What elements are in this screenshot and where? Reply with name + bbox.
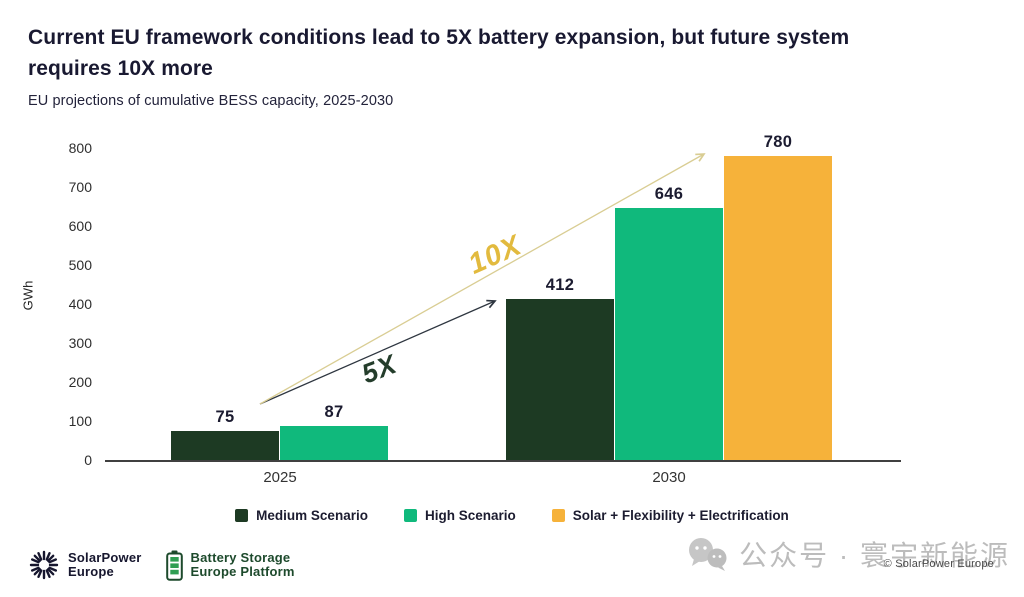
- legend-item-solar-flexibility-electrification: Solar + Flexibility + Electrification: [551, 508, 789, 523]
- legend-label: High Scenario: [424, 508, 516, 523]
- legend-swatch: [235, 509, 249, 522]
- y-tick-200: 200: [68, 374, 92, 390]
- y-axis-ticks: 0 100 200 300 400 500 600 700 800: [40, 0, 92, 480]
- annotation-10x: 10X: [463, 229, 527, 281]
- bar-2030-high-scenario: [615, 208, 723, 460]
- battery-icon: [165, 550, 183, 581]
- bar-value-label: 75: [215, 408, 235, 426]
- legend-swatch: [403, 509, 417, 522]
- y-tick-400: 400: [68, 296, 92, 312]
- solarpower-europe-logo: SolarPower Europe: [28, 549, 142, 581]
- legend-item-high-scenario: High Scenario: [403, 508, 516, 523]
- bar-2030-solar-flexibility-electrification: [724, 156, 832, 460]
- wechat-icon: [689, 538, 727, 571]
- wechat-watermark: 公众号 · 寰宇新能源: [687, 534, 1010, 574]
- legend-swatch: [551, 509, 565, 522]
- y-tick-800: 800: [68, 140, 92, 156]
- bar-2030-medium-scenario: [506, 299, 614, 460]
- watermark-text: 公众号 · 寰宇新能源: [739, 540, 1010, 571]
- battery-storage-platform-logo-text: Battery Storage Europe Platform: [190, 549, 295, 579]
- page-subtitle: EU projections of cumulative BESS capaci…: [28, 93, 394, 109]
- x-axis-line: [105, 460, 901, 462]
- y-tick-700: 700: [68, 179, 92, 195]
- copyright-text: © SolarPower Europe: [883, 558, 994, 570]
- y-tick-100: 100: [68, 413, 92, 429]
- legend: Medium Scenario High Scenario Solar + Flex…: [0, 508, 1024, 523]
- solarpower-europe-logo-text: SolarPower Europe: [68, 549, 142, 579]
- bar-2025-medium-scenario: [171, 431, 279, 460]
- bar-value-label: 646: [654, 185, 684, 203]
- bar-value-label: 87: [324, 403, 344, 421]
- sunburst-icon: [29, 550, 59, 580]
- x-tick-2030: 2030: [652, 469, 686, 486]
- y-tick-300: 300: [68, 335, 92, 351]
- bar-2025-high-scenario: [280, 426, 388, 460]
- bar-value-label: 780: [763, 133, 793, 151]
- battery-storage-platform-logo: Battery Storage Europe Platform: [165, 549, 295, 581]
- page-title-line2: requires 10X more: [28, 57, 213, 80]
- y-axis-label: GWh: [20, 280, 36, 311]
- x-tick-2025: 2025: [263, 469, 297, 486]
- y-tick-500: 500: [68, 257, 92, 273]
- annotation-5x: 5X: [357, 348, 402, 390]
- legend-item-medium-scenario: Medium Scenario: [235, 508, 368, 523]
- y-tick-0: 0: [84, 452, 92, 468]
- page-title-line1: Current EU framework conditions lead to …: [28, 26, 850, 49]
- legend-label: Solar + Flexibility + Electrification: [572, 508, 789, 523]
- page-title: Current EU framework conditions lead to …: [28, 22, 849, 84]
- y-tick-600: 600: [68, 218, 92, 234]
- legend-label: Medium Scenario: [256, 508, 368, 523]
- bar-value-label: 412: [545, 276, 575, 294]
- footer-logos: SolarPower Europe Battery Storage Europe…: [28, 549, 295, 581]
